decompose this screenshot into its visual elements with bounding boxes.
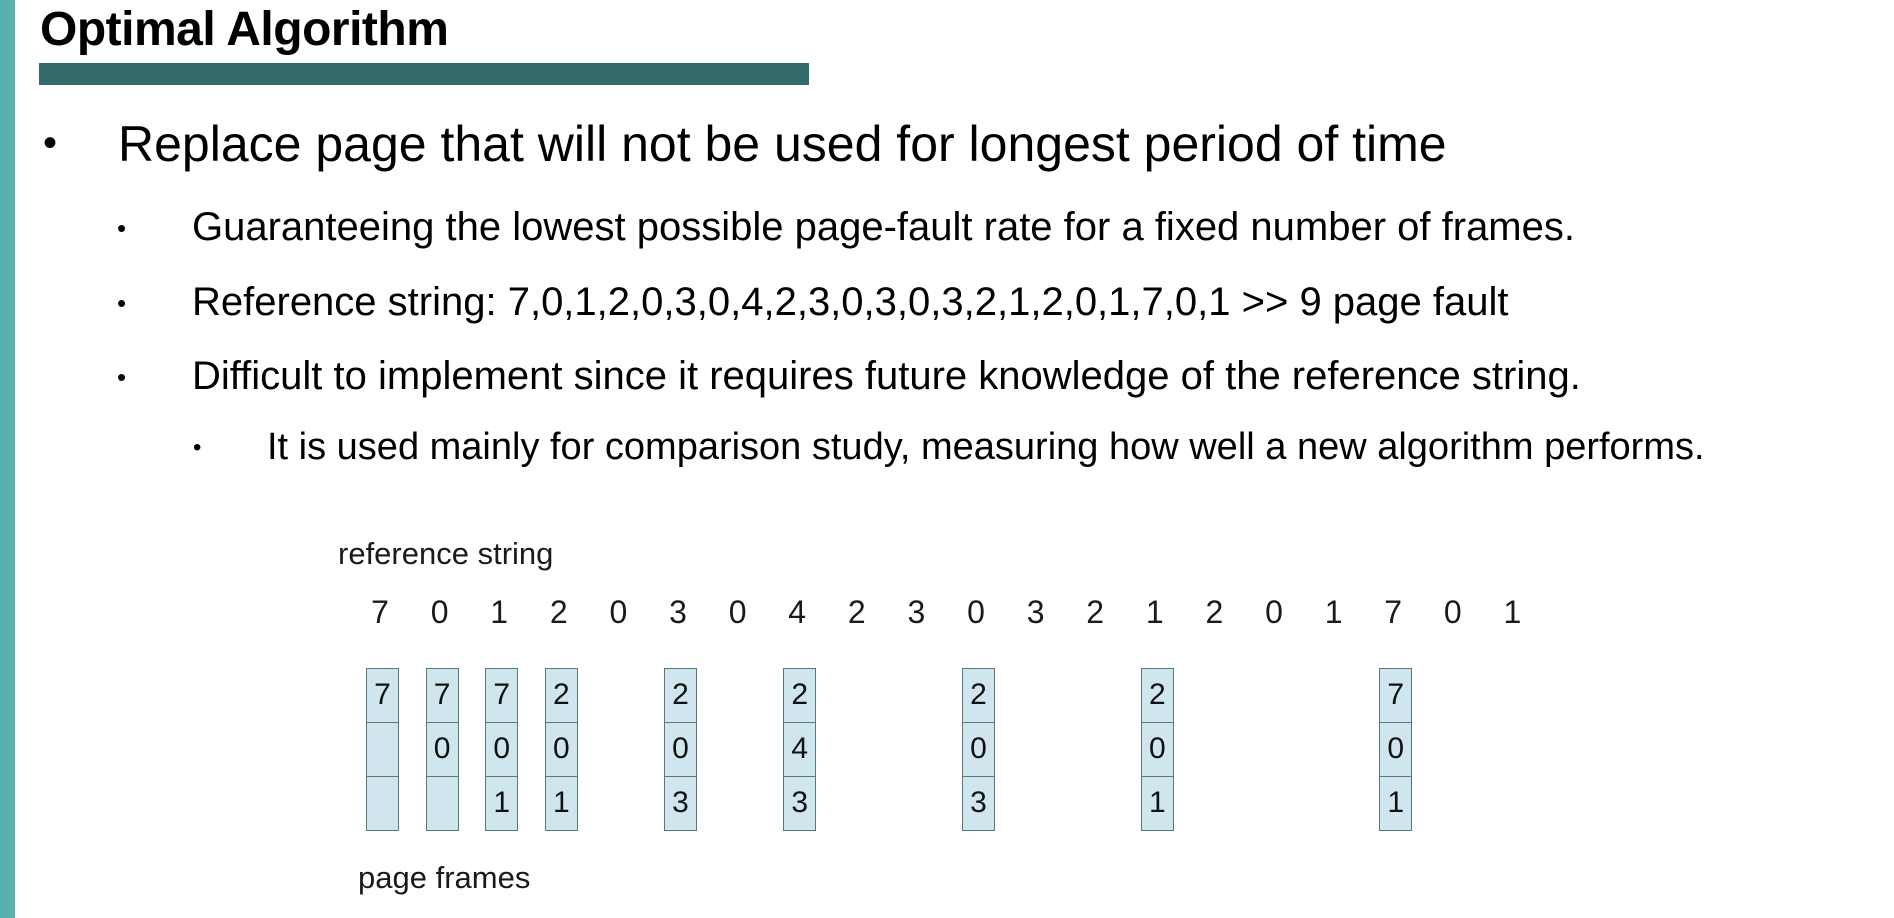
frame-cell: 7 <box>426 669 458 723</box>
frame-cell: 3 <box>672 786 689 819</box>
reference-number: 3 <box>669 594 687 630</box>
left-accent-bar <box>0 0 15 918</box>
reference-number: 0 <box>967 594 985 630</box>
frame-cell: 0 <box>426 723 458 777</box>
title-underline-bar <box>39 63 809 85</box>
frame-cell: 7 <box>367 669 398 723</box>
frame-cell: 2 <box>963 669 994 723</box>
frame-column: 7 <box>366 668 399 831</box>
frame-cell <box>367 777 398 831</box>
frame-cell: 1 <box>493 786 511 819</box>
slide-title: Optimal Algorithm <box>40 3 449 56</box>
reference-string-row: 7 0 1 2 0 3 0 4 2 3 0 3 2 1 2 0 1 7 0 1 <box>365 594 1545 634</box>
reference-number: 4 <box>788 594 807 630</box>
frame-cell: 3 <box>791 786 809 819</box>
bullet-dot: • <box>117 213 127 243</box>
frame-cell: 7 <box>486 669 518 723</box>
bullet-dot: • <box>43 121 58 165</box>
reference-number: 7 <box>1384 594 1403 630</box>
frame-cell: 7 <box>1380 669 1412 723</box>
bullet-sub-2-text: Reference string: 7,0,1,2,0,3,0,4,2,3,0,… <box>192 280 1509 324</box>
bullet-sub-3-1-text: It is used mainly for comparison study, … <box>267 426 1705 468</box>
reference-string-label: reference string <box>338 536 554 571</box>
reference-number: 2 <box>847 594 866 630</box>
reference-number: 0 <box>609 594 628 630</box>
frame-cell: 1 <box>552 786 570 819</box>
reference-number: 2 <box>1086 594 1105 630</box>
reference-number: 2 <box>1205 594 1224 630</box>
reference-number: 0 <box>728 594 747 630</box>
reference-number: 3 <box>907 594 926 630</box>
frame-cell: 2 <box>545 669 577 723</box>
reference-number: 7 <box>371 594 389 630</box>
bullet-sub-1-text: Guaranteeing the lowest possible page-fa… <box>192 205 1575 249</box>
frame-cell: 1 <box>1148 786 1166 819</box>
frame-cell: 4 <box>784 723 816 777</box>
reference-number: 0 <box>1443 594 1462 630</box>
reference-number: 3 <box>1026 594 1045 630</box>
reference-number: 1 <box>490 594 509 630</box>
bullet-dot: • <box>117 288 127 318</box>
frame-cell <box>427 777 458 831</box>
frame-cell: 0 <box>963 723 994 777</box>
reference-number: 2 <box>549 594 568 630</box>
frame-cell: 2 <box>784 669 816 723</box>
reference-number: 0 <box>430 594 449 630</box>
bullet-dot: • <box>117 362 127 392</box>
reference-number: 1 <box>1145 594 1164 630</box>
frame-cell: 1 <box>1387 786 1405 819</box>
frame-cell: 2 <box>1141 669 1173 723</box>
reference-number: 1 <box>1324 594 1343 630</box>
frame-cell: 3 <box>970 786 987 819</box>
frame-cell: 0 <box>665 723 696 777</box>
frame-cell <box>367 723 398 777</box>
bullet-sub-3-text: Difficult to implement since it requires… <box>192 354 1581 398</box>
bullet-dot: • <box>193 434 202 461</box>
frame-cell: 0 <box>1380 723 1412 777</box>
reference-number: 1 <box>1503 594 1522 630</box>
bullet-main-text: Replace page that will not be used for l… <box>118 116 1447 172</box>
frame-cell: 0 <box>486 723 518 777</box>
frame-cell: 2 <box>665 669 696 723</box>
frame-cell: 0 <box>545 723 577 777</box>
frame-cell: 0 <box>1141 723 1173 777</box>
reference-number: 0 <box>1265 594 1283 630</box>
page-frames-label: page frames <box>358 860 531 895</box>
